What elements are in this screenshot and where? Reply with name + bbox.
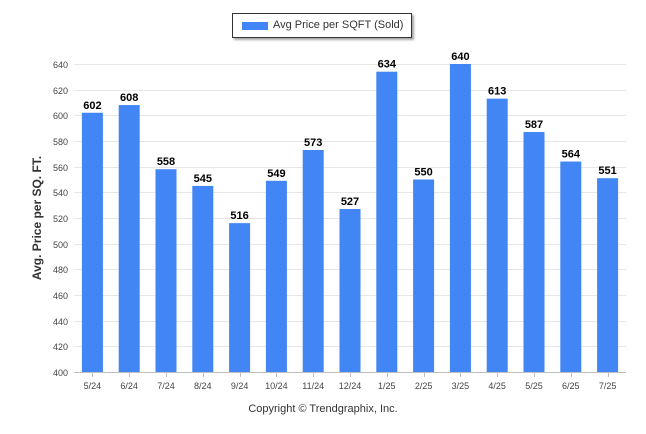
y-tick-label: 520 (53, 214, 68, 224)
y-tick-label: 620 (53, 86, 68, 96)
x-tick-label: 5/25 (525, 381, 543, 391)
y-tick-label: 640 (53, 60, 68, 70)
bar (597, 178, 619, 372)
bar (302, 149, 324, 372)
x-tick-label: 2/25 (415, 381, 433, 391)
data-label: 640 (451, 51, 469, 63)
y-tick-label: 580 (53, 137, 68, 147)
bar (229, 223, 251, 372)
data-label: 573 (304, 137, 322, 149)
x-tick-label: 7/25 (599, 381, 617, 391)
x-tick-label: 4/25 (488, 381, 506, 391)
y-tick-label: 440 (53, 317, 68, 327)
x-tick-label: 10/24 (265, 381, 288, 391)
y-tick-label: 480 (53, 265, 68, 275)
y-tick-label: 420 (53, 342, 68, 352)
bar (265, 180, 287, 372)
data-label: 545 (194, 173, 212, 185)
bar (81, 112, 103, 373)
x-tick-label: 3/25 (452, 381, 470, 391)
data-label: 551 (598, 165, 616, 177)
y-axis-title: Avg. Price per SQ. FT. (30, 156, 44, 280)
y-tick-label: 500 (53, 240, 68, 250)
x-tick-label: 5/24 (84, 381, 102, 391)
data-label: 587 (525, 119, 543, 131)
legend-swatch (242, 22, 268, 30)
data-label: 549 (267, 168, 285, 180)
bar (486, 98, 508, 373)
x-tick-label: 7/24 (157, 381, 175, 391)
data-label: 602 (83, 100, 101, 112)
data-label: 550 (414, 167, 432, 179)
data-label: 608 (120, 92, 138, 104)
data-label: 613 (488, 86, 506, 98)
bar (155, 169, 177, 372)
data-label: 558 (157, 156, 175, 168)
y-tick-label: 560 (53, 163, 68, 173)
bar (523, 132, 545, 372)
legend[interactable]: Avg Price per SQFT (Sold) (232, 13, 412, 38)
y-tick-label: 600 (53, 111, 68, 121)
bar (339, 209, 361, 372)
x-tick-label: 1/25 (378, 381, 396, 391)
x-tick-label: 6/24 (120, 381, 138, 391)
x-tick-label: 9/24 (231, 381, 249, 391)
legend-label: Avg Price per SQFT (Sold) (273, 19, 404, 31)
x-tick-label: 6/25 (562, 381, 580, 391)
data-label: 516 (230, 210, 248, 222)
bar (413, 179, 435, 372)
copyright-footer: Copyright © Trendgraphix, Inc. (248, 403, 398, 415)
x-tick-label: 12/24 (339, 381, 362, 391)
data-label: 634 (378, 59, 397, 71)
bar (192, 185, 214, 372)
y-tick-label: 460 (53, 291, 68, 301)
data-label: 564 (562, 149, 581, 161)
y-tick-label: 400 (53, 368, 68, 378)
bar (376, 71, 398, 372)
data-label: 527 (341, 196, 359, 208)
y-tick-label: 540 (53, 188, 68, 198)
x-tick-label: 11/24 (302, 381, 324, 391)
bar (449, 64, 471, 372)
x-tick-label: 8/24 (194, 381, 212, 391)
bar (118, 105, 140, 373)
bar (560, 161, 582, 372)
